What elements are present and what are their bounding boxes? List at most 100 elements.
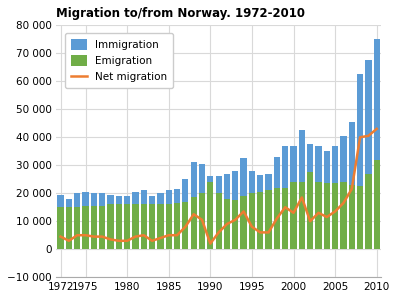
- Net migration: [175, 234, 179, 237]
- Bar: [199, 193, 205, 249]
- Bar: [349, 122, 355, 249]
- Bar: [141, 190, 147, 249]
- Net migration: [125, 239, 129, 242]
- Net migration: [291, 211, 296, 215]
- Net migration: [266, 231, 271, 234]
- Bar: [216, 176, 222, 249]
- Bar: [191, 162, 197, 249]
- Bar: [207, 176, 214, 249]
- Net migration: [341, 201, 346, 205]
- Net migration: [349, 187, 354, 191]
- Net migration: [241, 210, 246, 213]
- Bar: [374, 160, 380, 249]
- Bar: [191, 197, 197, 249]
- Bar: [116, 205, 122, 249]
- Bar: [166, 205, 172, 249]
- Bar: [149, 205, 155, 249]
- Bar: [66, 199, 72, 249]
- Bar: [290, 146, 297, 249]
- Bar: [315, 146, 322, 249]
- Bar: [324, 183, 330, 249]
- Bar: [340, 182, 347, 249]
- Bar: [249, 171, 255, 249]
- Net migration: [108, 238, 113, 241]
- Net migration: [250, 225, 254, 229]
- Bar: [282, 188, 288, 249]
- Bar: [332, 146, 338, 249]
- Bar: [83, 192, 89, 249]
- Bar: [241, 158, 247, 249]
- Bar: [107, 205, 114, 249]
- Bar: [332, 183, 338, 249]
- Bar: [224, 174, 230, 249]
- Bar: [357, 74, 363, 249]
- Net migration: [100, 235, 104, 238]
- Bar: [324, 151, 330, 249]
- Bar: [124, 205, 130, 249]
- Net migration: [67, 239, 71, 242]
- Bar: [274, 157, 280, 249]
- Bar: [132, 205, 139, 249]
- Bar: [357, 186, 363, 249]
- Net migration: [358, 135, 362, 139]
- Net migration: [258, 231, 263, 234]
- Net migration: [316, 211, 321, 215]
- Bar: [365, 174, 372, 249]
- Net migration: [225, 222, 229, 226]
- Net migration: [374, 127, 379, 131]
- Text: Migration to/from Norway. 1972-2010: Migration to/from Norway. 1972-2010: [56, 7, 305, 20]
- Bar: [91, 193, 97, 249]
- Bar: [274, 188, 280, 249]
- Net migration: [308, 219, 312, 223]
- Bar: [166, 190, 172, 249]
- Net migration: [366, 134, 371, 138]
- Bar: [174, 203, 180, 249]
- Bar: [374, 39, 380, 249]
- Net migration: [283, 205, 287, 209]
- Net migration: [141, 234, 146, 237]
- Net migration: [58, 235, 63, 238]
- Net migration: [91, 235, 96, 238]
- Bar: [141, 205, 147, 249]
- Net migration: [83, 234, 88, 237]
- Bar: [232, 200, 239, 249]
- Bar: [315, 182, 322, 249]
- Bar: [74, 207, 80, 249]
- Net migration: [274, 216, 279, 220]
- Bar: [116, 196, 122, 249]
- Bar: [107, 195, 114, 249]
- Bar: [232, 171, 239, 249]
- Bar: [199, 164, 205, 249]
- Bar: [282, 146, 288, 249]
- Bar: [157, 193, 164, 249]
- Net migration: [150, 239, 154, 242]
- Bar: [257, 175, 263, 249]
- Net migration: [166, 234, 171, 237]
- Bar: [241, 196, 247, 249]
- Bar: [249, 193, 255, 249]
- Net migration: [324, 215, 329, 219]
- Bar: [83, 206, 89, 249]
- Bar: [91, 206, 97, 249]
- Bar: [99, 193, 105, 249]
- Bar: [182, 202, 189, 249]
- Bar: [224, 199, 230, 249]
- Bar: [157, 205, 164, 249]
- Bar: [299, 130, 305, 249]
- Net migration: [75, 234, 80, 237]
- Bar: [266, 174, 272, 249]
- Net migration: [299, 196, 304, 199]
- Bar: [149, 196, 155, 249]
- Bar: [132, 192, 139, 249]
- Bar: [207, 182, 214, 249]
- Bar: [174, 189, 180, 249]
- Net migration: [191, 212, 196, 216]
- Bar: [66, 207, 72, 249]
- Bar: [182, 179, 189, 249]
- Net migration: [216, 231, 221, 234]
- Bar: [74, 193, 80, 249]
- Net migration: [116, 239, 121, 242]
- Net migration: [333, 210, 337, 213]
- Net migration: [133, 235, 138, 238]
- Net migration: [208, 242, 213, 245]
